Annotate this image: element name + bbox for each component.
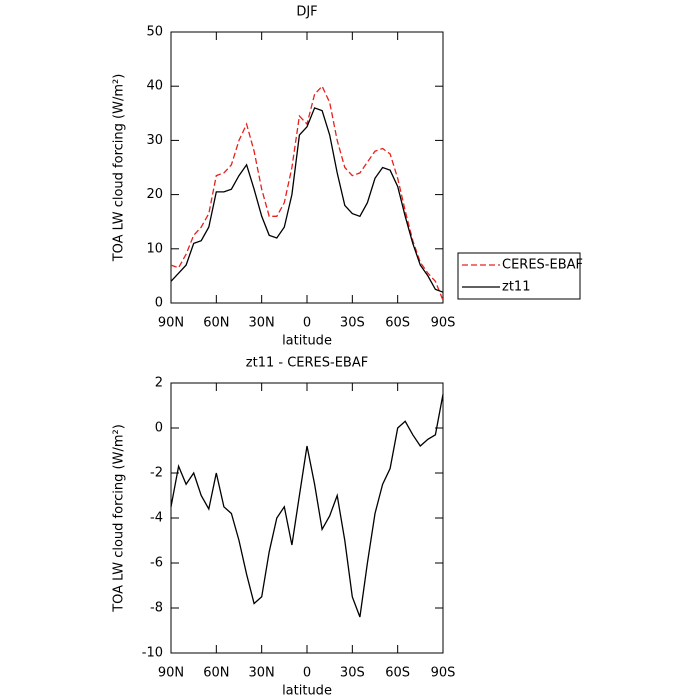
x-axis-label: latitude	[282, 334, 332, 349]
series-line	[170, 85, 444, 301]
y-tick-label: 10	[146, 241, 163, 256]
y-tick-label: 20	[146, 187, 163, 202]
x-tick-label: 0	[303, 316, 311, 331]
plot-frame	[170, 31, 444, 304]
y-tick-label: 0	[155, 296, 163, 311]
x-tick-label: 30S	[340, 316, 365, 331]
x-tick-label: 60S	[385, 316, 410, 331]
y-tick-label: -10	[142, 646, 163, 661]
y-axis-label: TOA LW cloud forcing (W/m²)	[112, 74, 127, 263]
y-axis-label: TOA LW cloud forcing (W/m²)	[112, 424, 127, 613]
y-tick-label: -4	[150, 511, 163, 526]
y-tick-label: -8	[150, 601, 163, 616]
series-line	[170, 107, 444, 293]
y-tick-label: 30	[146, 133, 163, 148]
legend-box	[457, 252, 581, 300]
x-tick-label: 30N	[249, 316, 275, 331]
y-tick-label: 2	[155, 376, 163, 391]
x-tick-label: 30N	[249, 666, 275, 681]
x-tick-label: 90S	[431, 316, 456, 331]
legend-label: zt11	[502, 280, 530, 295]
x-tick-label: 30S	[340, 666, 365, 681]
x-tick-label: 60S	[385, 666, 410, 681]
y-tick-label: 0	[155, 421, 163, 436]
chart-title: DJF	[296, 5, 317, 20]
x-tick-label: 60N	[203, 666, 229, 681]
x-tick-label: 90N	[158, 316, 184, 331]
chart-title: zt11 - CERES-EBAF	[246, 356, 368, 371]
legend-label: CERES-EBAF	[502, 258, 583, 273]
y-tick-label: 50	[146, 25, 163, 40]
x-tick-label: 0	[303, 666, 311, 681]
x-axis-label: latitude	[282, 684, 332, 699]
y-tick-label: -6	[150, 556, 163, 571]
y-tick-label: 40	[146, 79, 163, 94]
x-tick-label: 60N	[203, 316, 229, 331]
series-line	[170, 394, 444, 618]
x-tick-label: 90N	[158, 666, 184, 681]
x-tick-label: 90S	[431, 666, 456, 681]
y-tick-label: -2	[150, 466, 163, 481]
